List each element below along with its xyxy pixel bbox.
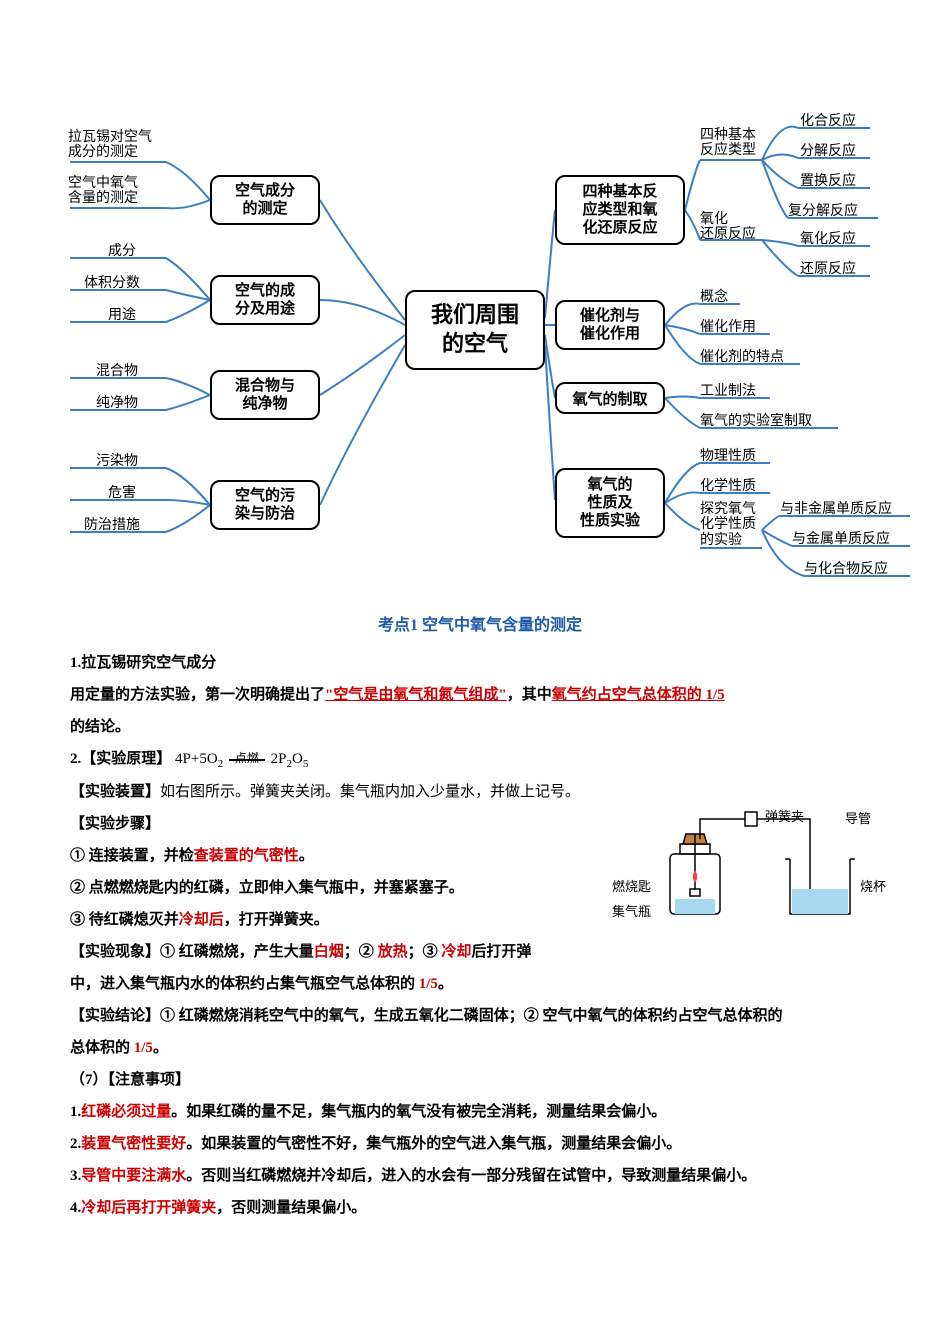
leaf: 危害 xyxy=(108,482,136,502)
label-bottle: 集气瓶 xyxy=(612,899,651,925)
p7: 【实验结论】① 红磷燃烧消耗空气中的氧气，生成五氧化二磷固体；② 空气中氧气的体… xyxy=(70,1001,890,1031)
mindmap-container: 我们周围的空气 空气成分的测定 空气的成分及用途 混合物与纯净物 空气的污染与防… xyxy=(0,0,950,590)
note4: 4.冷却后再打开弹簧夹，否则测量结果偏小。 xyxy=(70,1193,890,1223)
leaf: 混合物 xyxy=(96,360,138,380)
p6: 【实验现象】① 红磷燃烧，产生大量白烟；② 放热；③ 冷却后打开弹 xyxy=(70,937,890,967)
branch-pollution: 空气的污染与防治 xyxy=(210,480,320,530)
branch-air-composition-test: 空气成分的测定 xyxy=(210,175,320,225)
label-spoon: 燃烧匙 xyxy=(612,874,651,900)
branch-catalyst: 催化剂与催化作用 xyxy=(555,300,665,350)
leaf: 催化剂的特点 xyxy=(700,346,784,366)
note1: 1.红磷必须过量。如果红磷的量不足，集气瓶内的氧气没有被完全消耗，测量结果会偏小… xyxy=(70,1097,890,1127)
p2-cont: 的结论。 xyxy=(70,712,890,742)
leaf: 氧化还原反应 xyxy=(700,212,756,243)
p2: 用定量的方法实验，第一次明确提出了"空气是由氧气和氮气组成"，其中氧气约占空气总… xyxy=(70,680,890,710)
label-beaker: 烧杯 xyxy=(860,874,886,900)
leaf: 物理性质 xyxy=(700,445,756,465)
leaf: 化学性质 xyxy=(700,475,756,495)
branch-oxygen-props: 氧气的性质及性质实验 xyxy=(555,468,665,538)
p1: 1.拉瓦锡研究空气成分 xyxy=(70,648,890,678)
leaf: 拉瓦锡对空气成分的测定 xyxy=(68,130,152,161)
leaf: 污染物 xyxy=(96,450,138,470)
leaf: 与非金属单质反应 xyxy=(780,498,892,518)
note2: 2.装置气密性要好。如果装置的气密性不好，集气瓶外的空气进入集气瓶，测量结果会偏… xyxy=(70,1129,890,1159)
leaf: 氧化反应 xyxy=(800,228,856,248)
leaf: 置换反应 xyxy=(800,170,856,190)
p7-cont: 总体积的 1/5。 xyxy=(70,1033,890,1063)
experiment-diagram: 弹簧夹 导管 燃烧匙 烧杯 集气瓶 xyxy=(650,804,890,934)
p8: （7）【注意事项】 xyxy=(70,1065,890,1095)
branch-oxygen-prep: 氧气的制取 xyxy=(555,382,665,414)
leaf: 成分 xyxy=(108,240,136,260)
leaf: 化合反应 xyxy=(800,110,856,130)
note3: 3.导管中要注满水。否则当红磷燃烧并冷却后，进入的水会有一部分残留在试管中，导致… xyxy=(70,1161,890,1191)
p4: 【实验装置】如右图所示。弹簧夹关闭。集气瓶内加入少量水，并做上记号。 xyxy=(70,777,890,807)
branch-air-components: 空气的成分及用途 xyxy=(210,275,320,325)
branch-reaction-types: 四种基本反应类型和氧化还原反应 xyxy=(555,175,685,245)
p3: 2.【实验原理】 4P+5O2 点燃 2P2O5 xyxy=(70,744,890,775)
leaf: 四种基本反应类型 xyxy=(700,128,756,159)
label-spring: 弹簧夹 xyxy=(765,804,804,830)
center-text: 我们周围的空气 xyxy=(431,301,519,358)
leaf: 概念 xyxy=(700,286,728,306)
p6-cont: 中，进入集气瓶内水的体积约占集气瓶空气总体积的 1/5。 xyxy=(70,969,890,999)
leaf: 催化作用 xyxy=(700,316,756,336)
leaf: 防治措施 xyxy=(84,514,140,534)
label-tube: 导管 xyxy=(845,806,871,832)
leaf: 工业制法 xyxy=(700,380,756,400)
branch-mixture-pure: 混合物与纯净物 xyxy=(210,370,320,420)
leaf: 空气中氧气含量的测定 xyxy=(68,176,138,207)
leaf: 还原反应 xyxy=(800,258,856,278)
leaf: 氧气的实验室制取 xyxy=(700,410,812,430)
leaf: 分解反应 xyxy=(800,140,856,160)
leaf: 探究氧气化学性质的实验 xyxy=(700,502,756,548)
leaf: 复分解反应 xyxy=(788,200,858,220)
leaf: 纯净物 xyxy=(96,392,138,412)
content-body: 考点1 空气中氧气含量的测定 1.拉瓦锡研究空气成分 用定量的方法实验，第一次明… xyxy=(70,610,890,1225)
leaf: 与金属单质反应 xyxy=(792,528,890,548)
mindmap-center: 我们周围的空气 xyxy=(405,290,545,370)
leaf: 体积分数 xyxy=(84,272,140,292)
leaf: 用途 xyxy=(108,304,136,324)
leaf: 与化合物反应 xyxy=(804,558,888,578)
section-title: 考点1 空气中氧气含量的测定 xyxy=(70,610,890,642)
